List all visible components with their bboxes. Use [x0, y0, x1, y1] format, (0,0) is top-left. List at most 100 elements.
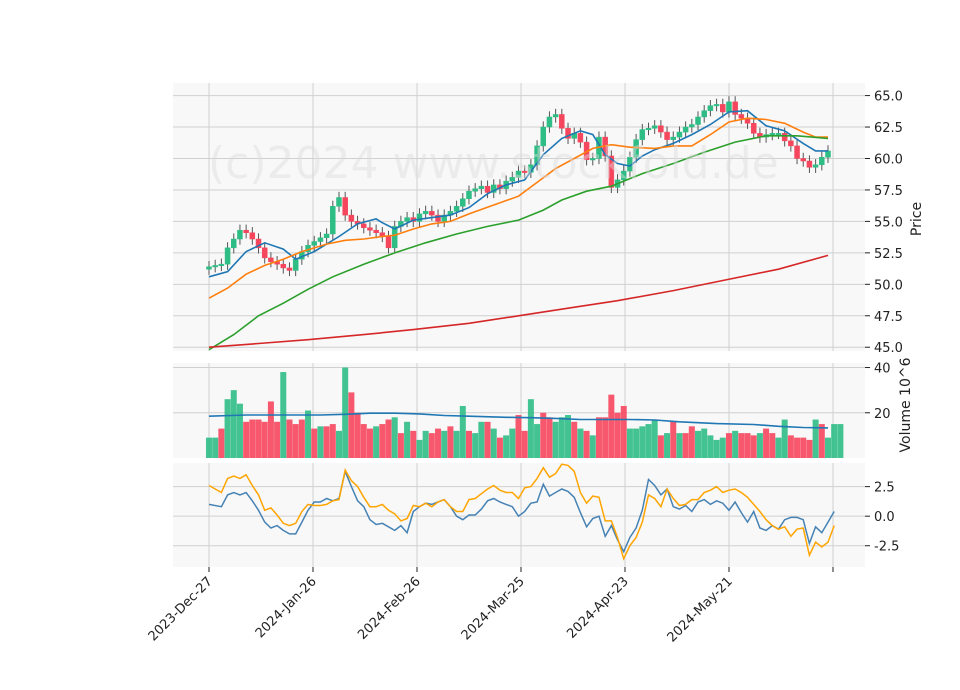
- volume-bar: [478, 421, 485, 458]
- volume-bar: [261, 421, 268, 458]
- volume-bar: [453, 430, 460, 458]
- volume-bar: [589, 435, 596, 458]
- candle-body: [212, 265, 218, 268]
- volume-bar: [267, 401, 274, 458]
- candle-body: [342, 197, 348, 216]
- candle-body: [404, 217, 410, 222]
- volume-bar: [292, 424, 299, 458]
- candle-body: [707, 105, 714, 111]
- volume-bar: [224, 399, 231, 458]
- candle-body: [255, 238, 262, 249]
- candle-body: [546, 116, 553, 128]
- candle-body: [292, 258, 299, 271]
- indicator-tick-label: -2.5: [874, 540, 899, 555]
- candle-body: [435, 214, 441, 222]
- volume-bar: [317, 426, 324, 458]
- candle-body: [534, 145, 540, 166]
- watermark: (c)2024 www.stockfold.de: [208, 138, 779, 189]
- candle-body: [478, 185, 485, 189]
- volume-bar: [472, 433, 479, 458]
- volume-bar: [800, 437, 807, 458]
- volume-bar: [812, 419, 819, 458]
- candle-body: [348, 214, 355, 222]
- volume-bar: [688, 426, 695, 458]
- candle-body: [237, 229, 243, 240]
- candle-body: [206, 266, 212, 270]
- candle-body: [812, 164, 819, 168]
- volume-bar: [763, 428, 770, 458]
- volume-bar: [769, 433, 776, 458]
- volume-bar: [348, 392, 355, 458]
- date-tick-label: 2023-Dec-27: [146, 574, 216, 644]
- volume-bar: [775, 437, 782, 458]
- candle-body: [231, 238, 237, 249]
- date-axis: 2023-Dec-27 2024-Jan-26 2024-Feb-26 2024-Ma…: [146, 567, 834, 645]
- candle-body: [608, 155, 615, 188]
- candle-body: [676, 131, 683, 138]
- volume-bar: [571, 421, 578, 458]
- volume-bar: [496, 437, 503, 458]
- volume-bar: [465, 430, 472, 458]
- volume-bar: [230, 390, 237, 458]
- volume-bar: [732, 430, 739, 458]
- candle-body: [713, 104, 720, 107]
- candle-body: [682, 126, 689, 133]
- candle-body: [490, 184, 497, 193]
- volume-bar: [305, 410, 312, 458]
- candle-body: [261, 247, 268, 259]
- price-tick-label: 52.5: [874, 247, 903, 262]
- volume-bar: [366, 428, 373, 458]
- volume-bar: [552, 421, 559, 458]
- volume-bar: [781, 419, 788, 458]
- volume-bar: [707, 435, 714, 458]
- volume-bar: [342, 367, 349, 458]
- volume-bar: [645, 424, 652, 458]
- volume-bar: [441, 430, 448, 458]
- price-background: [173, 83, 865, 351]
- candle-body: [218, 263, 225, 266]
- volume-bar: [651, 419, 658, 458]
- candle-body: [280, 263, 287, 269]
- volume-bar: [682, 433, 689, 458]
- price-overlay-line: [208, 109, 828, 278]
- volume-bar: [410, 430, 417, 458]
- indicator-tick-label: 0.0: [874, 510, 895, 525]
- volume-bar: [447, 426, 454, 458]
- indicator-line: [208, 468, 835, 554]
- volume-bar: [639, 426, 646, 458]
- volume-bar: [787, 435, 794, 458]
- candle-body: [466, 190, 472, 200]
- candle-body: [732, 101, 738, 115]
- candle-body: [311, 241, 317, 246]
- volume-bar: [540, 412, 547, 458]
- price-tick-label: 60.0: [874, 152, 903, 167]
- candle-body: [590, 158, 596, 161]
- volume-bar: [614, 412, 621, 458]
- candle-body: [788, 140, 794, 147]
- volume-bar: [825, 437, 831, 458]
- candle-body: [658, 125, 664, 133]
- volume-bar: [298, 419, 305, 458]
- price-tick-label: 45.0: [874, 341, 903, 356]
- candle-body: [416, 213, 423, 222]
- price-overlay-line: [208, 254, 829, 348]
- candle-body: [689, 124, 695, 128]
- price-tick-label: 65.0: [874, 90, 903, 105]
- candle-body: [268, 257, 274, 262]
- volume-bar: [620, 405, 627, 458]
- indicator-line: [208, 463, 835, 561]
- volume-bar: [701, 428, 708, 458]
- volume-bar: [527, 399, 534, 458]
- candle-body: [460, 198, 466, 207]
- candle-body: [243, 229, 249, 233]
- candle-body: [330, 206, 336, 235]
- volume-bar: [583, 430, 590, 458]
- candle-body: [750, 123, 757, 134]
- volume-bar: [274, 421, 281, 458]
- volume-bar: [459, 405, 466, 458]
- volume-axis-title: Volume 10^6: [898, 357, 914, 452]
- volume-bar: [664, 433, 671, 458]
- candle-body: [577, 133, 584, 143]
- candle-body: [670, 136, 676, 140]
- date-tick-label: 2024-May-21: [665, 574, 736, 645]
